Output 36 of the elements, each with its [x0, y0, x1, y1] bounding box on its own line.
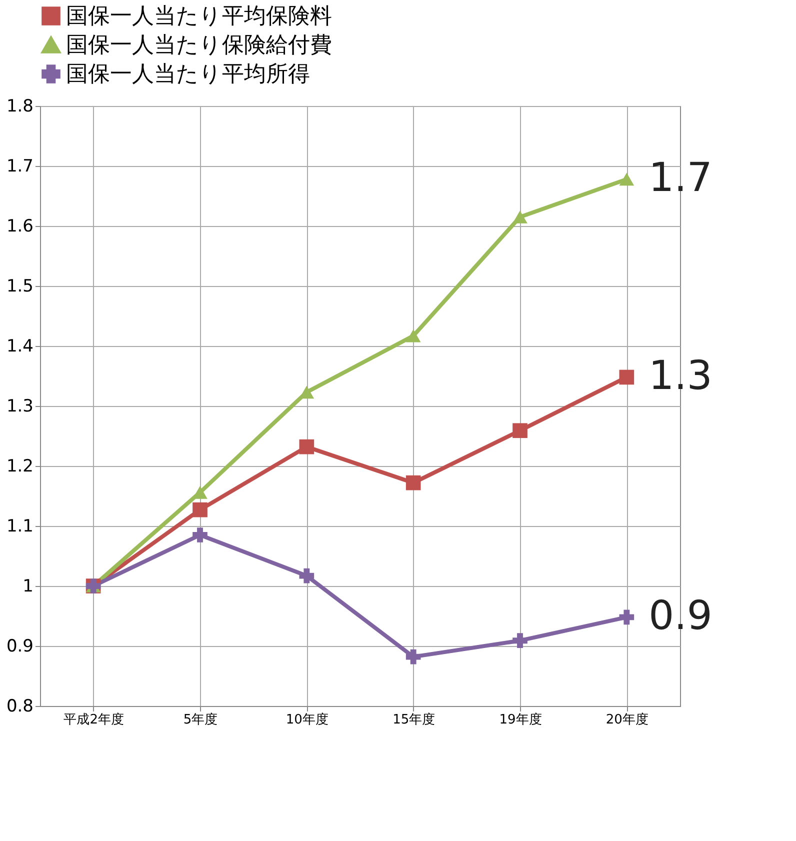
x-tick-label: 19年度: [499, 712, 542, 728]
y-tick-label: 0.9: [6, 636, 34, 656]
annotation: 1.7: [648, 155, 712, 202]
point: [512, 210, 528, 224]
y-tick-label: 1.3: [6, 396, 34, 416]
y-tick-label: 1.6: [6, 216, 34, 236]
point: [619, 370, 634, 385]
point: [299, 439, 314, 454]
annotation: 0.9: [648, 593, 712, 640]
y-tick-label: 1.2: [6, 456, 34, 476]
y-tick-label: 1.4: [6, 336, 34, 356]
y-tick-label: 1.5: [6, 276, 34, 296]
x-tick-label: 10年度: [286, 712, 328, 728]
y-tick-label: 0.8: [6, 696, 34, 716]
point: [512, 633, 528, 648]
point: [512, 423, 528, 438]
point: [619, 172, 634, 186]
point: [406, 329, 421, 342]
y-tick-label: 1.7: [6, 156, 34, 176]
point: [192, 528, 208, 542]
y-tick-label: 1.8: [6, 96, 34, 116]
legend-label: 国保一人当たり保険給付費: [66, 33, 332, 58]
annotation: 1.3: [648, 353, 712, 400]
x-tick-label: 20年度: [606, 712, 648, 728]
x-tick-label: 5年度: [183, 712, 218, 728]
x-tick-label: 15年度: [392, 712, 436, 728]
y-tick-label: 1.1: [6, 516, 34, 536]
x-tick-label: 平成2年度: [64, 712, 124, 728]
legend-label: 国保一人当たり平均保険料: [66, 4, 332, 29]
point: [619, 610, 634, 625]
point: [192, 502, 208, 518]
y-tick-label: 1: [22, 576, 34, 596]
point: [299, 568, 314, 584]
point: [406, 649, 421, 664]
point: [406, 475, 421, 490]
legend-label: 国保一人当たり平均所得: [66, 62, 310, 87]
